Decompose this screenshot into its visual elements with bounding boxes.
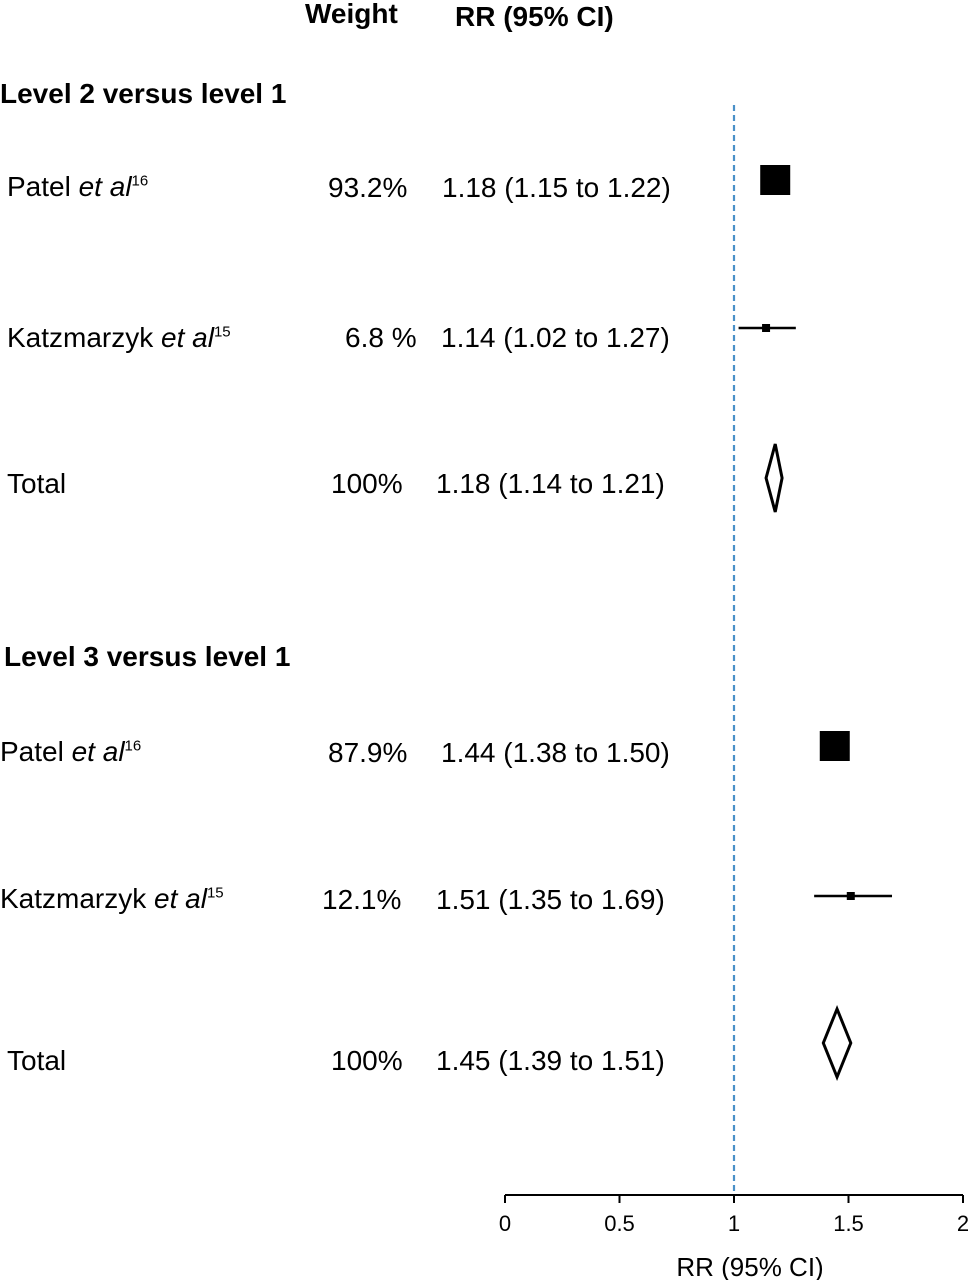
x-axis-label: RR (95% CI) (676, 1252, 823, 1280)
rr-value: 1.14 (1.02 to 1.27) (441, 322, 670, 353)
study-label: Katzmarzyk et al15 (7, 322, 231, 353)
x-tick-label: 0 (499, 1211, 511, 1236)
weight-value: 100% (331, 468, 403, 499)
study-label: Patel et al16 (0, 736, 142, 767)
weight-column-header: Weight (305, 0, 398, 29)
group-title: Level 3 versus level 1 (4, 641, 291, 672)
study-weight-square (762, 324, 771, 332)
total-label: Total (7, 468, 67, 499)
study-label: Patel et al16 (7, 171, 149, 202)
x-tick-label: 1 (728, 1211, 740, 1236)
total-label: Total (7, 1045, 67, 1076)
x-tick-label: 1.5 (833, 1211, 864, 1236)
rr-value: 1.44 (1.38 to 1.50) (441, 737, 670, 768)
rr-value: 1.45 (1.39 to 1.51) (436, 1045, 665, 1076)
weight-value: 87.9% (328, 737, 408, 768)
study-weight-square (760, 165, 791, 195)
weight-value: 6.8 % (345, 322, 417, 353)
weight-value: 93.2% (328, 172, 408, 203)
rr-value: 1.51 (1.35 to 1.69) (436, 884, 665, 915)
rr-value: 1.18 (1.15 to 1.22) (442, 172, 671, 203)
rr-value: 1.18 (1.14 to 1.21) (436, 468, 665, 499)
pooled-estimate-diamond (821, 1004, 853, 1082)
study-label: Katzmarzyk et al15 (0, 883, 224, 914)
group-title: Level 2 versus level 1 (0, 78, 287, 109)
rr-column-header: RR (95% CI) (455, 1, 614, 32)
pooled-estimate-diamond (764, 443, 784, 513)
weight-value: 12.1% (322, 884, 402, 915)
study-weight-square (846, 892, 855, 900)
x-tick-label: 2 (957, 1211, 969, 1236)
weight-value: 100% (331, 1045, 403, 1076)
x-tick-label: 0.5 (604, 1211, 635, 1236)
study-weight-square (819, 731, 850, 761)
